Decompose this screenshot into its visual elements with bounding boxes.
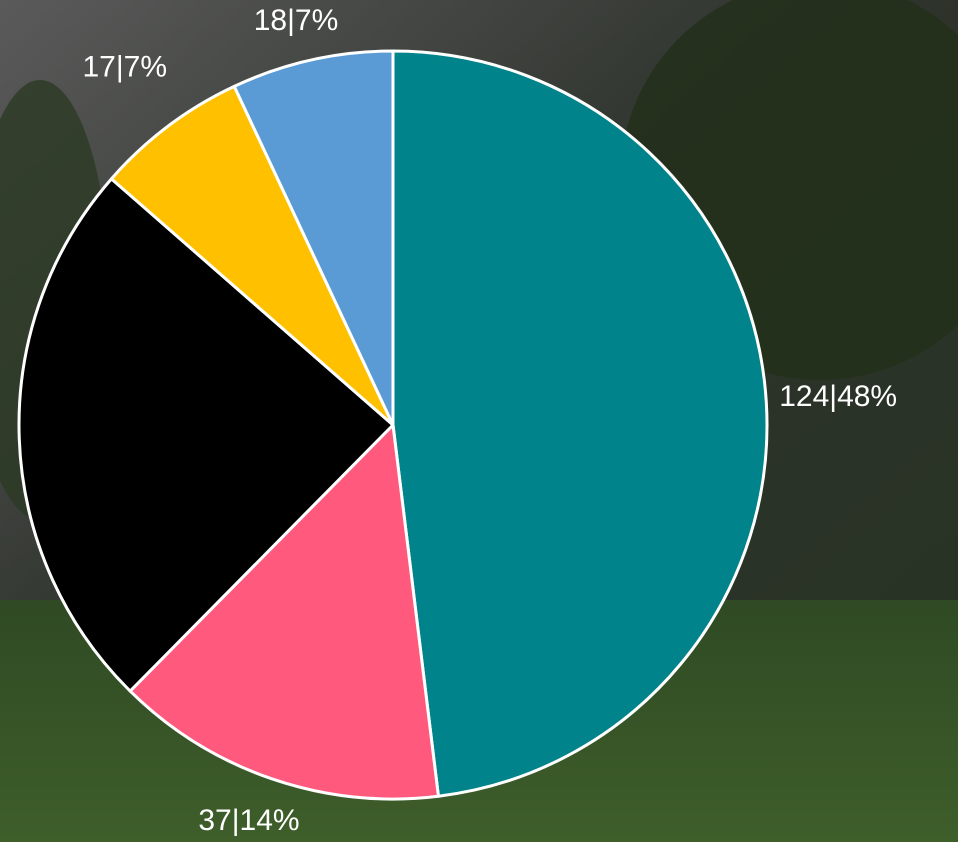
pie: 124|48% 37|14% 17|7% 18|7% [17, 4, 897, 837]
pie-slice [128, 423, 440, 801]
pie-slice [109, 84, 395, 427]
data-label: 18|7% [254, 4, 339, 37]
pie-slice [17, 177, 395, 693]
pie-slice [232, 49, 395, 427]
data-label: 17|7% [82, 51, 167, 84]
pie-slice [391, 49, 769, 798]
data-label: 37|14% [198, 804, 299, 837]
data-label: 124|48% [779, 380, 897, 413]
